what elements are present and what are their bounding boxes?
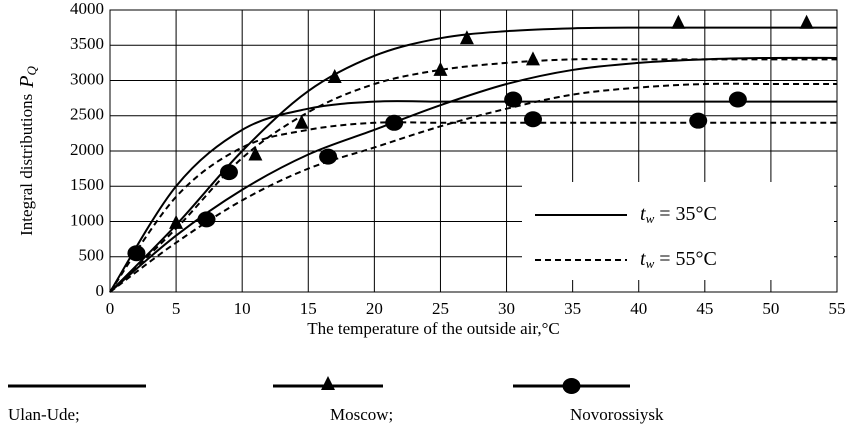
marker-circle	[219, 164, 238, 181]
series-line	[109, 82, 837, 293]
y-tick-label: 500	[79, 246, 105, 265]
y-tick-label: 1000	[70, 210, 104, 229]
marker-circle	[523, 111, 542, 128]
legend-label: Ulan-Ude;	[8, 405, 80, 424]
y-axis-symbol: P	[16, 76, 38, 89]
marker-triangle	[525, 51, 540, 66]
legend-text: = 35°C	[654, 203, 717, 225]
marker-circle	[319, 148, 338, 165]
plot-frame	[109, 9, 838, 293]
series-line	[109, 121, 837, 293]
series-line	[109, 56, 838, 293]
marker-triangle	[459, 30, 474, 45]
y-tick-label: 3000	[70, 69, 104, 88]
marker-triangle	[327, 68, 342, 83]
y-axis-sub: Q	[24, 66, 39, 76]
x-tick-label: 45	[696, 299, 713, 318]
x-tick-label: 25	[432, 299, 449, 318]
x-tick-label: 55	[829, 299, 846, 318]
legend-sub: w	[646, 256, 655, 271]
legend-label: Novorossiysk	[570, 405, 664, 424]
y-axis-label: Integral distributions PQ	[16, 66, 39, 236]
x-tick-label: 30	[498, 299, 515, 318]
marker-triangle	[169, 214, 184, 229]
marker-triangle	[671, 14, 686, 29]
x-tick-label: 50	[762, 299, 779, 318]
legend-sub: w	[646, 211, 655, 226]
y-tick-label: 0	[96, 281, 105, 300]
x-tick-label: 20	[366, 299, 383, 318]
y-tick-label: 2000	[70, 140, 104, 159]
marker-circle	[689, 112, 708, 129]
x-tick-label: 0	[106, 299, 115, 318]
legend-label: tw = 35°C	[640, 203, 717, 226]
marker-triangle	[799, 14, 814, 29]
marker-triangle	[248, 146, 263, 161]
legend-box	[522, 182, 834, 280]
marker-circle	[728, 91, 747, 108]
legend-text: = 55°C	[654, 248, 717, 270]
x-tick-label: 10	[234, 299, 251, 318]
marker-triangle	[433, 61, 448, 76]
marker-circle	[562, 378, 581, 394]
y-tick-label: 1500	[70, 175, 104, 194]
marker-circle	[385, 114, 404, 131]
legend-label: Moscow;	[330, 405, 393, 424]
y-tick-label: 3500	[70, 34, 104, 53]
x-tick-label: 15	[300, 299, 317, 318]
legend-symbol: t	[640, 248, 646, 270]
x-axis-label: The temperature of the outside air,°C	[307, 319, 560, 338]
marker-circle	[197, 211, 216, 228]
y-axis-label-text: Integral distributions	[17, 94, 36, 236]
x-tick-label: 35	[564, 299, 581, 318]
marker-triangle	[321, 376, 335, 390]
marker-triangle	[294, 114, 309, 129]
x-tick-label: 5	[172, 299, 181, 318]
legend-symbol: t	[640, 203, 646, 225]
y-tick-label: 2500	[70, 105, 104, 124]
x-tick-label: 40	[630, 299, 647, 318]
marker-circle	[127, 245, 146, 262]
series-line	[109, 100, 838, 293]
legend-label: tw = 55°C	[640, 248, 717, 271]
y-tick-label: 4000	[70, 0, 104, 18]
marker-circle	[504, 91, 523, 108]
